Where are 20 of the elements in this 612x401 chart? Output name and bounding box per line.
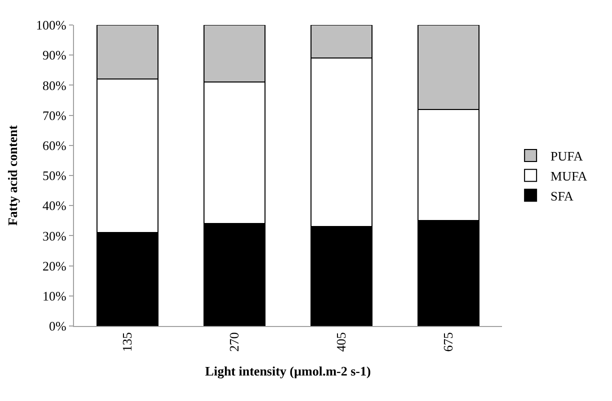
x-tick-label: 135 bbox=[120, 332, 135, 352]
legend-label: SFA bbox=[550, 188, 574, 204]
y-tick-label: 30% bbox=[42, 228, 67, 244]
y-tick-label: 60% bbox=[42, 138, 67, 153]
y-tick-label: 100% bbox=[36, 18, 67, 33]
y-tick-label: 70% bbox=[42, 108, 67, 123]
x-tick-label: 675 bbox=[440, 332, 456, 352]
y-tick-label: 0% bbox=[49, 318, 67, 334]
x-axis-title: Light intensity (µmol.m-2 s-1) bbox=[205, 363, 371, 378]
y-tick-label: 20% bbox=[42, 258, 67, 274]
y-tick-label: 10% bbox=[42, 288, 67, 304]
legend-label: PUFA bbox=[550, 148, 584, 164]
y-axis-title: Fatty acid content bbox=[5, 124, 20, 226]
x-tick-label: 270 bbox=[226, 332, 242, 352]
legend-label: MUFA bbox=[550, 168, 588, 184]
x-tick-label: 405 bbox=[334, 332, 349, 352]
y-tick-label: 40% bbox=[42, 198, 67, 214]
y-tick-label: 90% bbox=[42, 48, 67, 63]
y-tick-label: 50% bbox=[42, 168, 67, 184]
y-tick-label: 80% bbox=[42, 78, 67, 93]
